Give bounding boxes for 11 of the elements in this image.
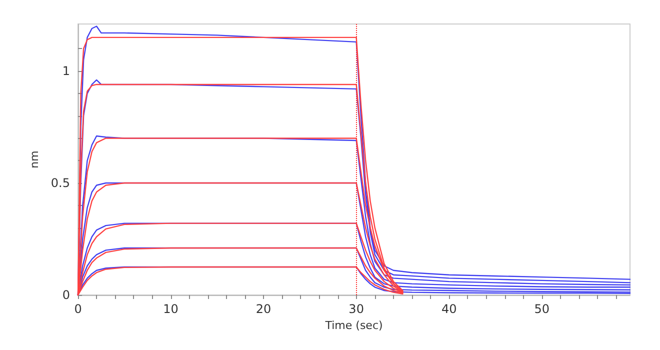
x-tick-label: 40 (441, 302, 457, 316)
y-tick-label: 1 (62, 64, 70, 78)
x-tick-label: 30 (348, 302, 364, 316)
y-tick-label: 0.5 (50, 176, 70, 190)
y-tick-label: 0 (62, 288, 70, 302)
x-tick-label: 50 (534, 302, 550, 316)
x-tick-label: 0 (74, 302, 82, 316)
x-tick-label: 10 (163, 302, 178, 316)
y-axis-title: nm (28, 150, 41, 168)
x-tick-label: 20 (256, 302, 272, 316)
x-axis-title: Time (sec) (324, 318, 383, 332)
